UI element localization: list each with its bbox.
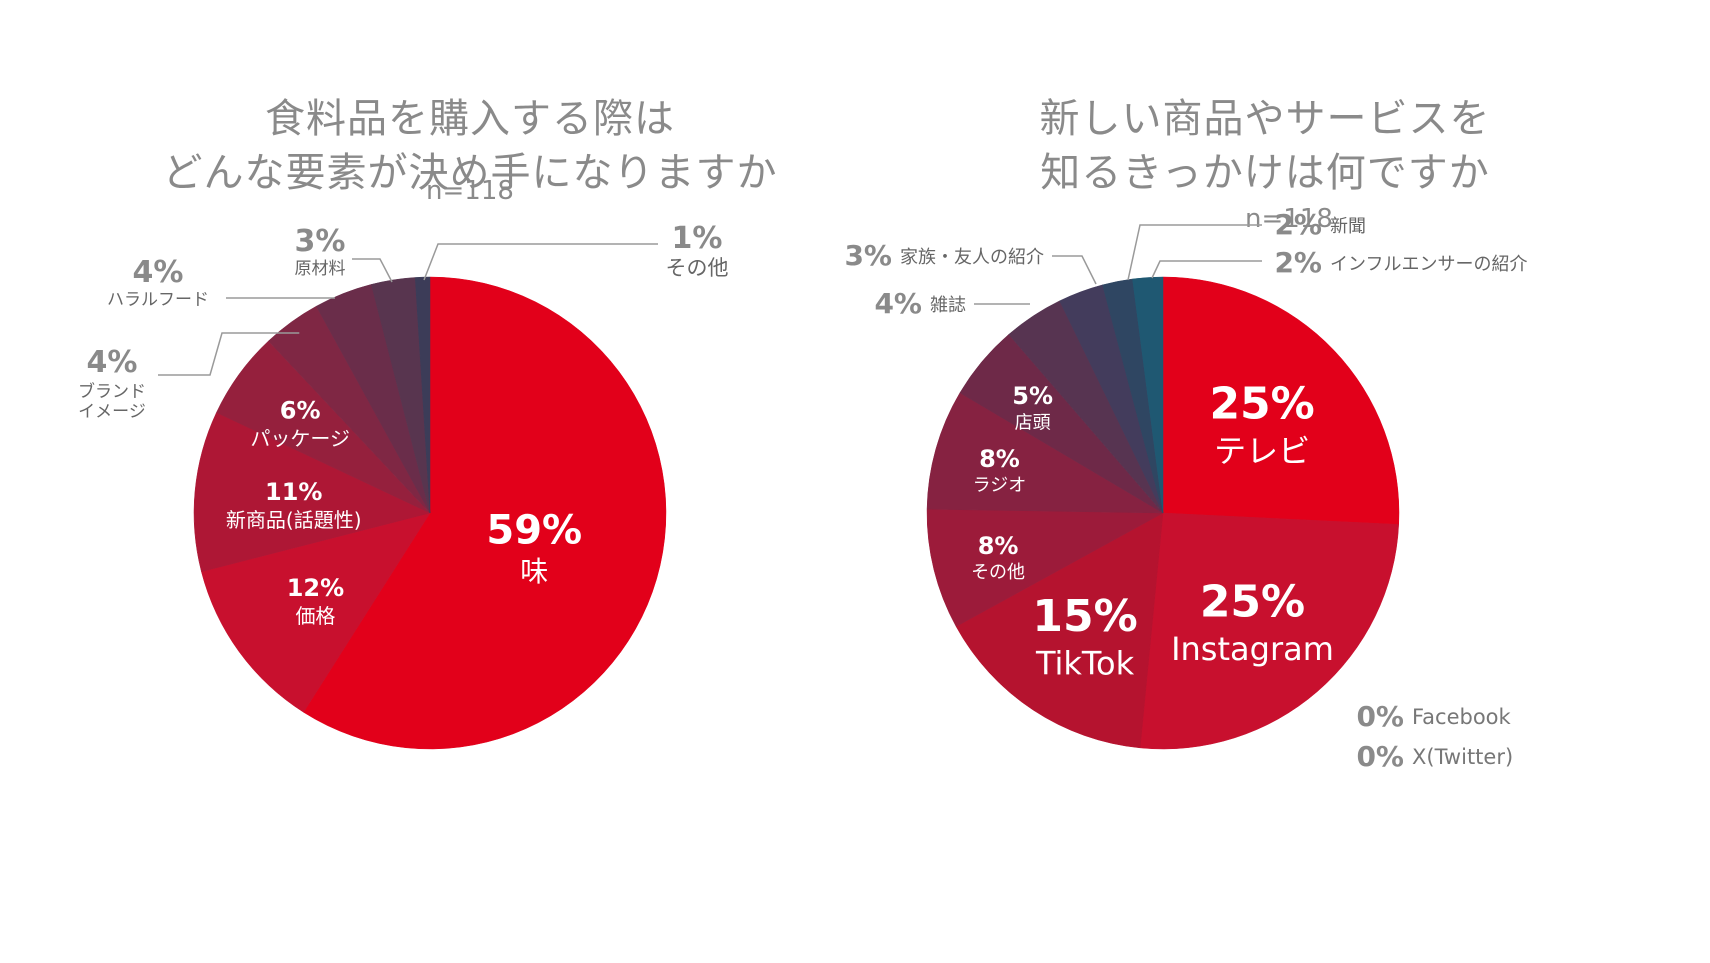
pie2-other-pct: 8% — [978, 532, 1019, 560]
pie2-instagram-pct: 25% — [1200, 577, 1305, 628]
pie-chart-1: 59%味12%価格11%新商品(話題性)6%パッケージ4%ブランドイメージ4%ハ… — [78, 221, 729, 750]
pie2-slice-3 — [926, 508, 1164, 627]
pie2-family-pct: 3% — [844, 239, 892, 272]
pie2-family-leader — [1052, 255, 1097, 285]
pie1-brand-leader — [158, 332, 300, 376]
pie2-x-label: X(Twitter) — [1412, 745, 1513, 769]
pie2-radio-pct: 8% — [979, 445, 1020, 473]
pie2-slice-1 — [1139, 512, 1399, 750]
pie1-taste-pct: 59% — [486, 507, 582, 553]
pie2-slice-0 — [1162, 276, 1400, 525]
chart1-title: 食料品を購入する際は どんな要素が決め手になりますか — [140, 92, 800, 200]
pie1-slice-7 — [414, 276, 431, 514]
pie1-brand-pct: 4% — [87, 345, 138, 380]
pie2-tv-label: テレビ — [1214, 432, 1310, 470]
pie1-brand-label-2: イメージ — [78, 402, 146, 422]
pie1-new-product-pct: 11% — [265, 478, 322, 506]
chart1-title-line2: どんな要素が決め手になりますか — [162, 150, 778, 196]
pie1-new-product-label: 新商品(話題性) — [226, 508, 362, 532]
pie2-slice-4 — [926, 392, 1164, 514]
pie2-storefront-pct: 5% — [1012, 382, 1053, 410]
pie1-other-label: その他 — [666, 256, 729, 280]
pie2-slice-9 — [1132, 276, 1164, 514]
pie1-other-leader — [423, 243, 658, 281]
chart2-title-line2: 知るきっかけは何ですか — [1040, 150, 1490, 196]
pie1-slice-1 — [201, 512, 431, 713]
pie1-package-pct: 6% — [280, 397, 321, 425]
pie1-halal-label: ハラルフード — [107, 290, 209, 310]
pie1-halal-pct: 4% — [133, 255, 184, 290]
pie1-brand-label-1: ブランド — [78, 381, 146, 402]
pie2-family-label: 家族・友人の紹介 — [900, 247, 1044, 268]
pie2-tiktok-label: TikTok — [1035, 644, 1135, 682]
pie2-storefront-label: 店頭 — [1015, 412, 1051, 433]
pie2-radio-label: ラジオ — [973, 475, 1027, 496]
pie1-raw-label: 原材料 — [295, 259, 346, 279]
chart2-sample-size: n=118 — [1245, 204, 1333, 234]
chart2-title: 新しい商品やサービスを 知るきっかけは何ですか — [935, 92, 1595, 200]
chart1-title-line1: 食料品を購入する際は — [265, 96, 675, 142]
pie1-slice-2 — [193, 412, 431, 572]
chart1-sample-size: n=118 — [426, 176, 514, 206]
pie2-other-label: その他 — [971, 562, 1025, 583]
pie2-newspaper-label: 新聞 — [1330, 216, 1366, 237]
pie2-facebook-label: Facebook — [1412, 705, 1512, 729]
pie1-slice-0 — [303, 276, 667, 750]
pie1-raw-leader — [352, 258, 393, 283]
pie1-price-pct: 12% — [287, 574, 344, 602]
pie2-instagram-label: Instagram — [1171, 630, 1334, 668]
pie2-newspaper-pct: 2% — [1274, 208, 1322, 241]
pie2-influencer-label: インフルエンサーの紹介 — [1330, 254, 1527, 275]
pie2-slice-2 — [955, 512, 1164, 749]
pie1-price-label: 価格 — [295, 604, 335, 628]
pie1-taste-label: 味 — [520, 555, 548, 588]
pie2-magazine-label: 雑誌 — [930, 295, 966, 316]
pie2-newspaper-leader — [1127, 224, 1262, 281]
pie2-x-pct: 0% — [1356, 740, 1404, 773]
pie2-influencer-pct: 2% — [1274, 246, 1322, 279]
pie2-tv-pct: 25% — [1209, 379, 1314, 430]
chart2-title-line1: 新しい商品やサービスを — [1039, 96, 1491, 142]
pie2-tiktok-pct: 15% — [1032, 591, 1137, 642]
pie2-influencer-leader — [1151, 260, 1262, 279]
pie1-package-label: パッケージ — [250, 427, 350, 451]
pie1-other-pct: 1% — [672, 221, 723, 256]
pie-chart-2: 25%テレビ25%Instagram15%TikTok8%その他8%ラジオ5%店… — [844, 208, 1527, 773]
pie1-raw-pct: 3% — [295, 224, 346, 259]
pie2-magazine-pct: 4% — [874, 287, 922, 320]
pie2-facebook-pct: 0% — [1356, 700, 1404, 733]
